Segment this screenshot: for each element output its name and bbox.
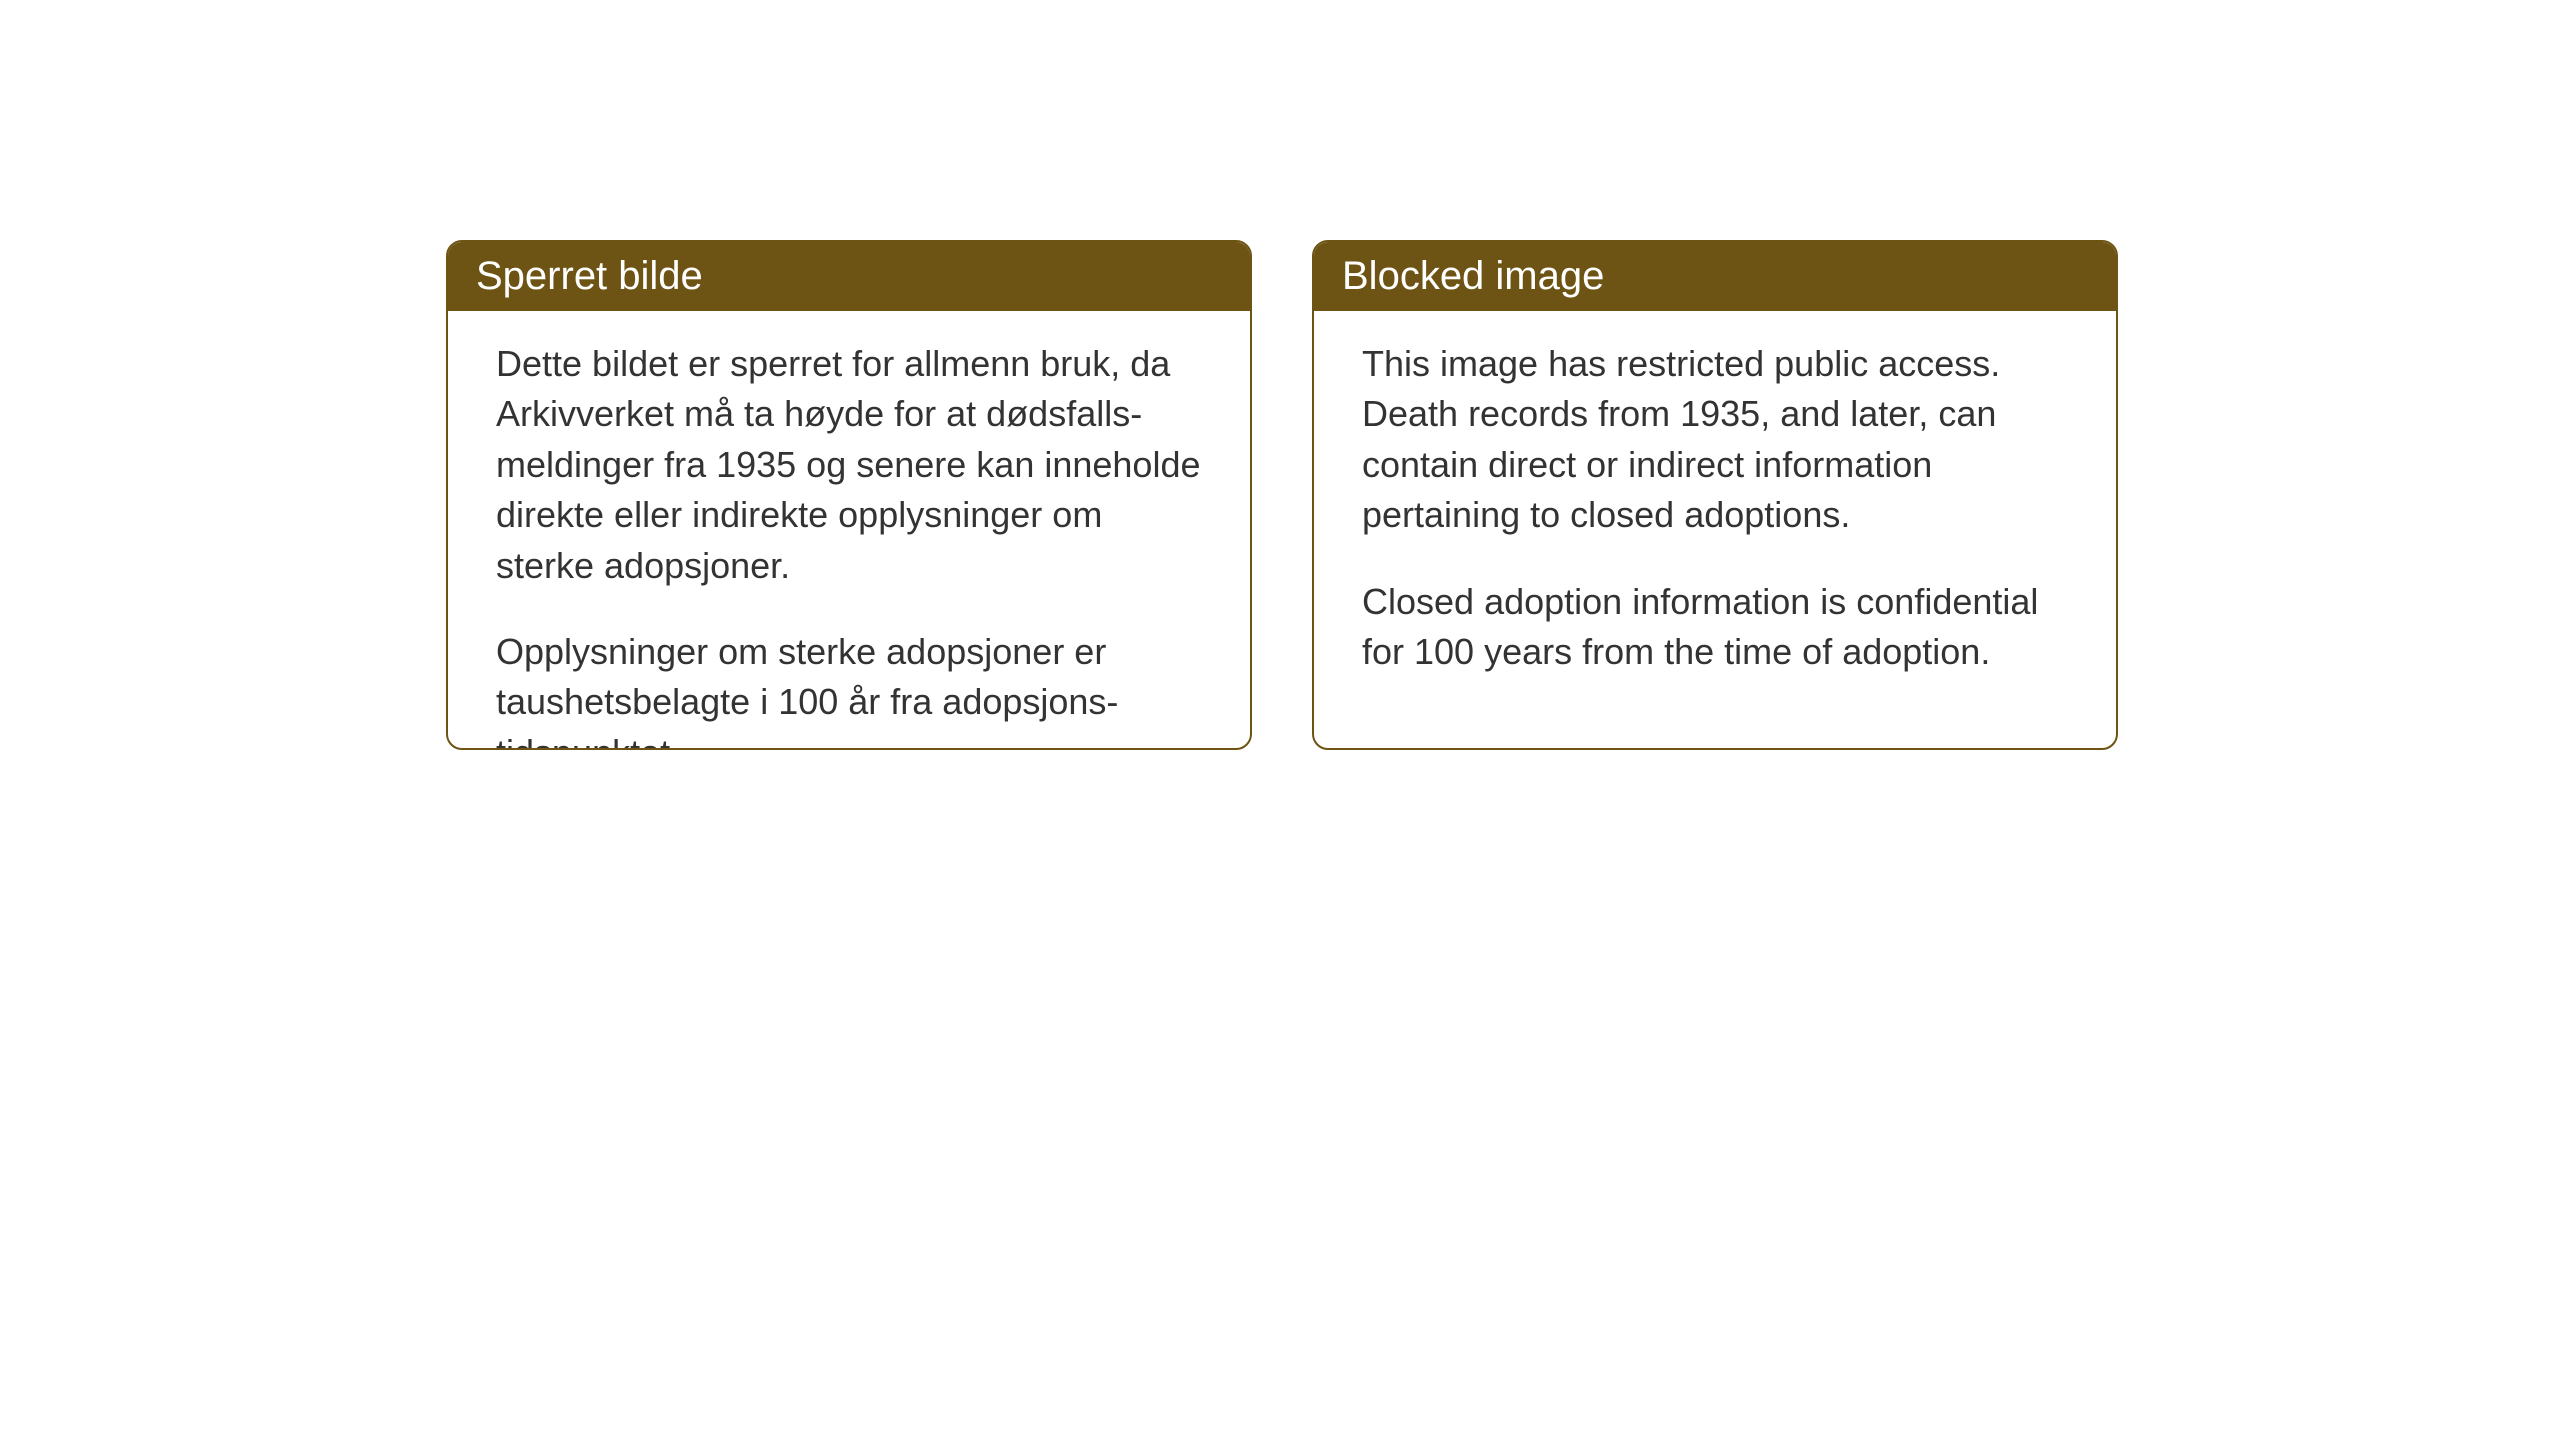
notice-title-english: Blocked image — [1314, 242, 2116, 311]
notice-title-norwegian: Sperret bilde — [448, 242, 1250, 311]
notice-paragraph-2-english: Closed adoption information is confident… — [1362, 577, 2068, 678]
notice-card-norwegian: Sperret bilde Dette bildet er sperret fo… — [446, 240, 1252, 750]
notice-paragraph-2-norwegian: Opplysninger om sterke adopsjoner er tau… — [496, 627, 1202, 750]
notice-body-english: This image has restricted public access.… — [1314, 311, 2116, 717]
notice-card-english: Blocked image This image has restricted … — [1312, 240, 2118, 750]
notice-paragraph-1-norwegian: Dette bildet er sperret for allmenn bruk… — [496, 339, 1202, 591]
notice-container: Sperret bilde Dette bildet er sperret fo… — [446, 240, 2118, 750]
notice-body-norwegian: Dette bildet er sperret for allmenn bruk… — [448, 311, 1250, 750]
notice-paragraph-1-english: This image has restricted public access.… — [1362, 339, 2068, 541]
